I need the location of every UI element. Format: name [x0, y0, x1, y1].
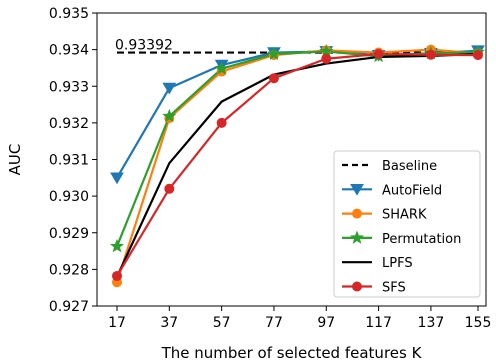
y-tick-label: 0.928	[49, 262, 89, 278]
x-tick-label: 77	[265, 315, 283, 331]
data-point	[110, 172, 124, 185]
legend-label-autofield: AutoField	[382, 183, 442, 198]
data-point	[352, 281, 362, 292]
legend-label-shark: SHARK	[382, 208, 427, 223]
y-tick-label: 0.930	[49, 189, 89, 205]
data-point	[349, 230, 365, 244]
y-tick-label: 0.927	[49, 299, 89, 315]
series-markers	[109, 44, 486, 288]
legend-label-baseline: Baseline	[382, 159, 437, 174]
y-tick-label: 0.929	[49, 226, 89, 242]
y-tick-label: 0.933	[49, 79, 89, 95]
data-point	[162, 82, 177, 95]
x-tick-label: 117	[365, 315, 392, 331]
axis-ticks: 0.927 0.928 0.929 0.930 0.931 0.932 0.933 0.934…	[49, 6, 491, 331]
legend-box	[333, 150, 481, 298]
x-tick-label: 37	[160, 315, 178, 331]
y-axis-label: AUC	[6, 144, 24, 176]
data-point	[214, 61, 229, 75]
data-point	[425, 49, 436, 60]
data-point	[473, 50, 483, 61]
data-point	[162, 108, 177, 123]
data-point	[164, 183, 175, 194]
baseline-annotation: 0.93392	[115, 38, 173, 54]
plot-frame	[96, 12, 487, 307]
data-point	[109, 238, 125, 253]
x-tick-label: 17	[108, 315, 126, 331]
data-point	[112, 270, 122, 281]
x-tick-label: 97	[317, 315, 335, 331]
x-tick-label: 155	[465, 315, 492, 331]
legend: Baseline AutoField SHARK Permutation LPFS SFS	[333, 150, 481, 298]
x-tick-label: 57	[213, 315, 231, 331]
y-tick-label: 0.931	[49, 153, 89, 169]
legend-label-sfs: SFS	[382, 281, 406, 296]
legend-label-lpfs: LPFS	[382, 256, 413, 271]
data-point	[321, 53, 332, 64]
data-point	[373, 49, 384, 60]
data-point	[350, 184, 364, 196]
series-lines	[115, 48, 479, 283]
data-point	[352, 208, 362, 219]
y-tick-label: 0.935	[49, 6, 89, 22]
y-tick-label: 0.934	[49, 43, 89, 59]
data-point	[216, 117, 227, 128]
data-point	[268, 73, 279, 84]
y-tick-label: 0.932	[49, 116, 89, 132]
series-line-sfs	[116, 52, 479, 277]
x-axis-label: The number of selected features K	[161, 344, 423, 362]
data-point	[266, 46, 281, 60]
legend-label-permutation: Permutation	[382, 232, 461, 247]
x-tick-label: 137	[418, 315, 445, 331]
